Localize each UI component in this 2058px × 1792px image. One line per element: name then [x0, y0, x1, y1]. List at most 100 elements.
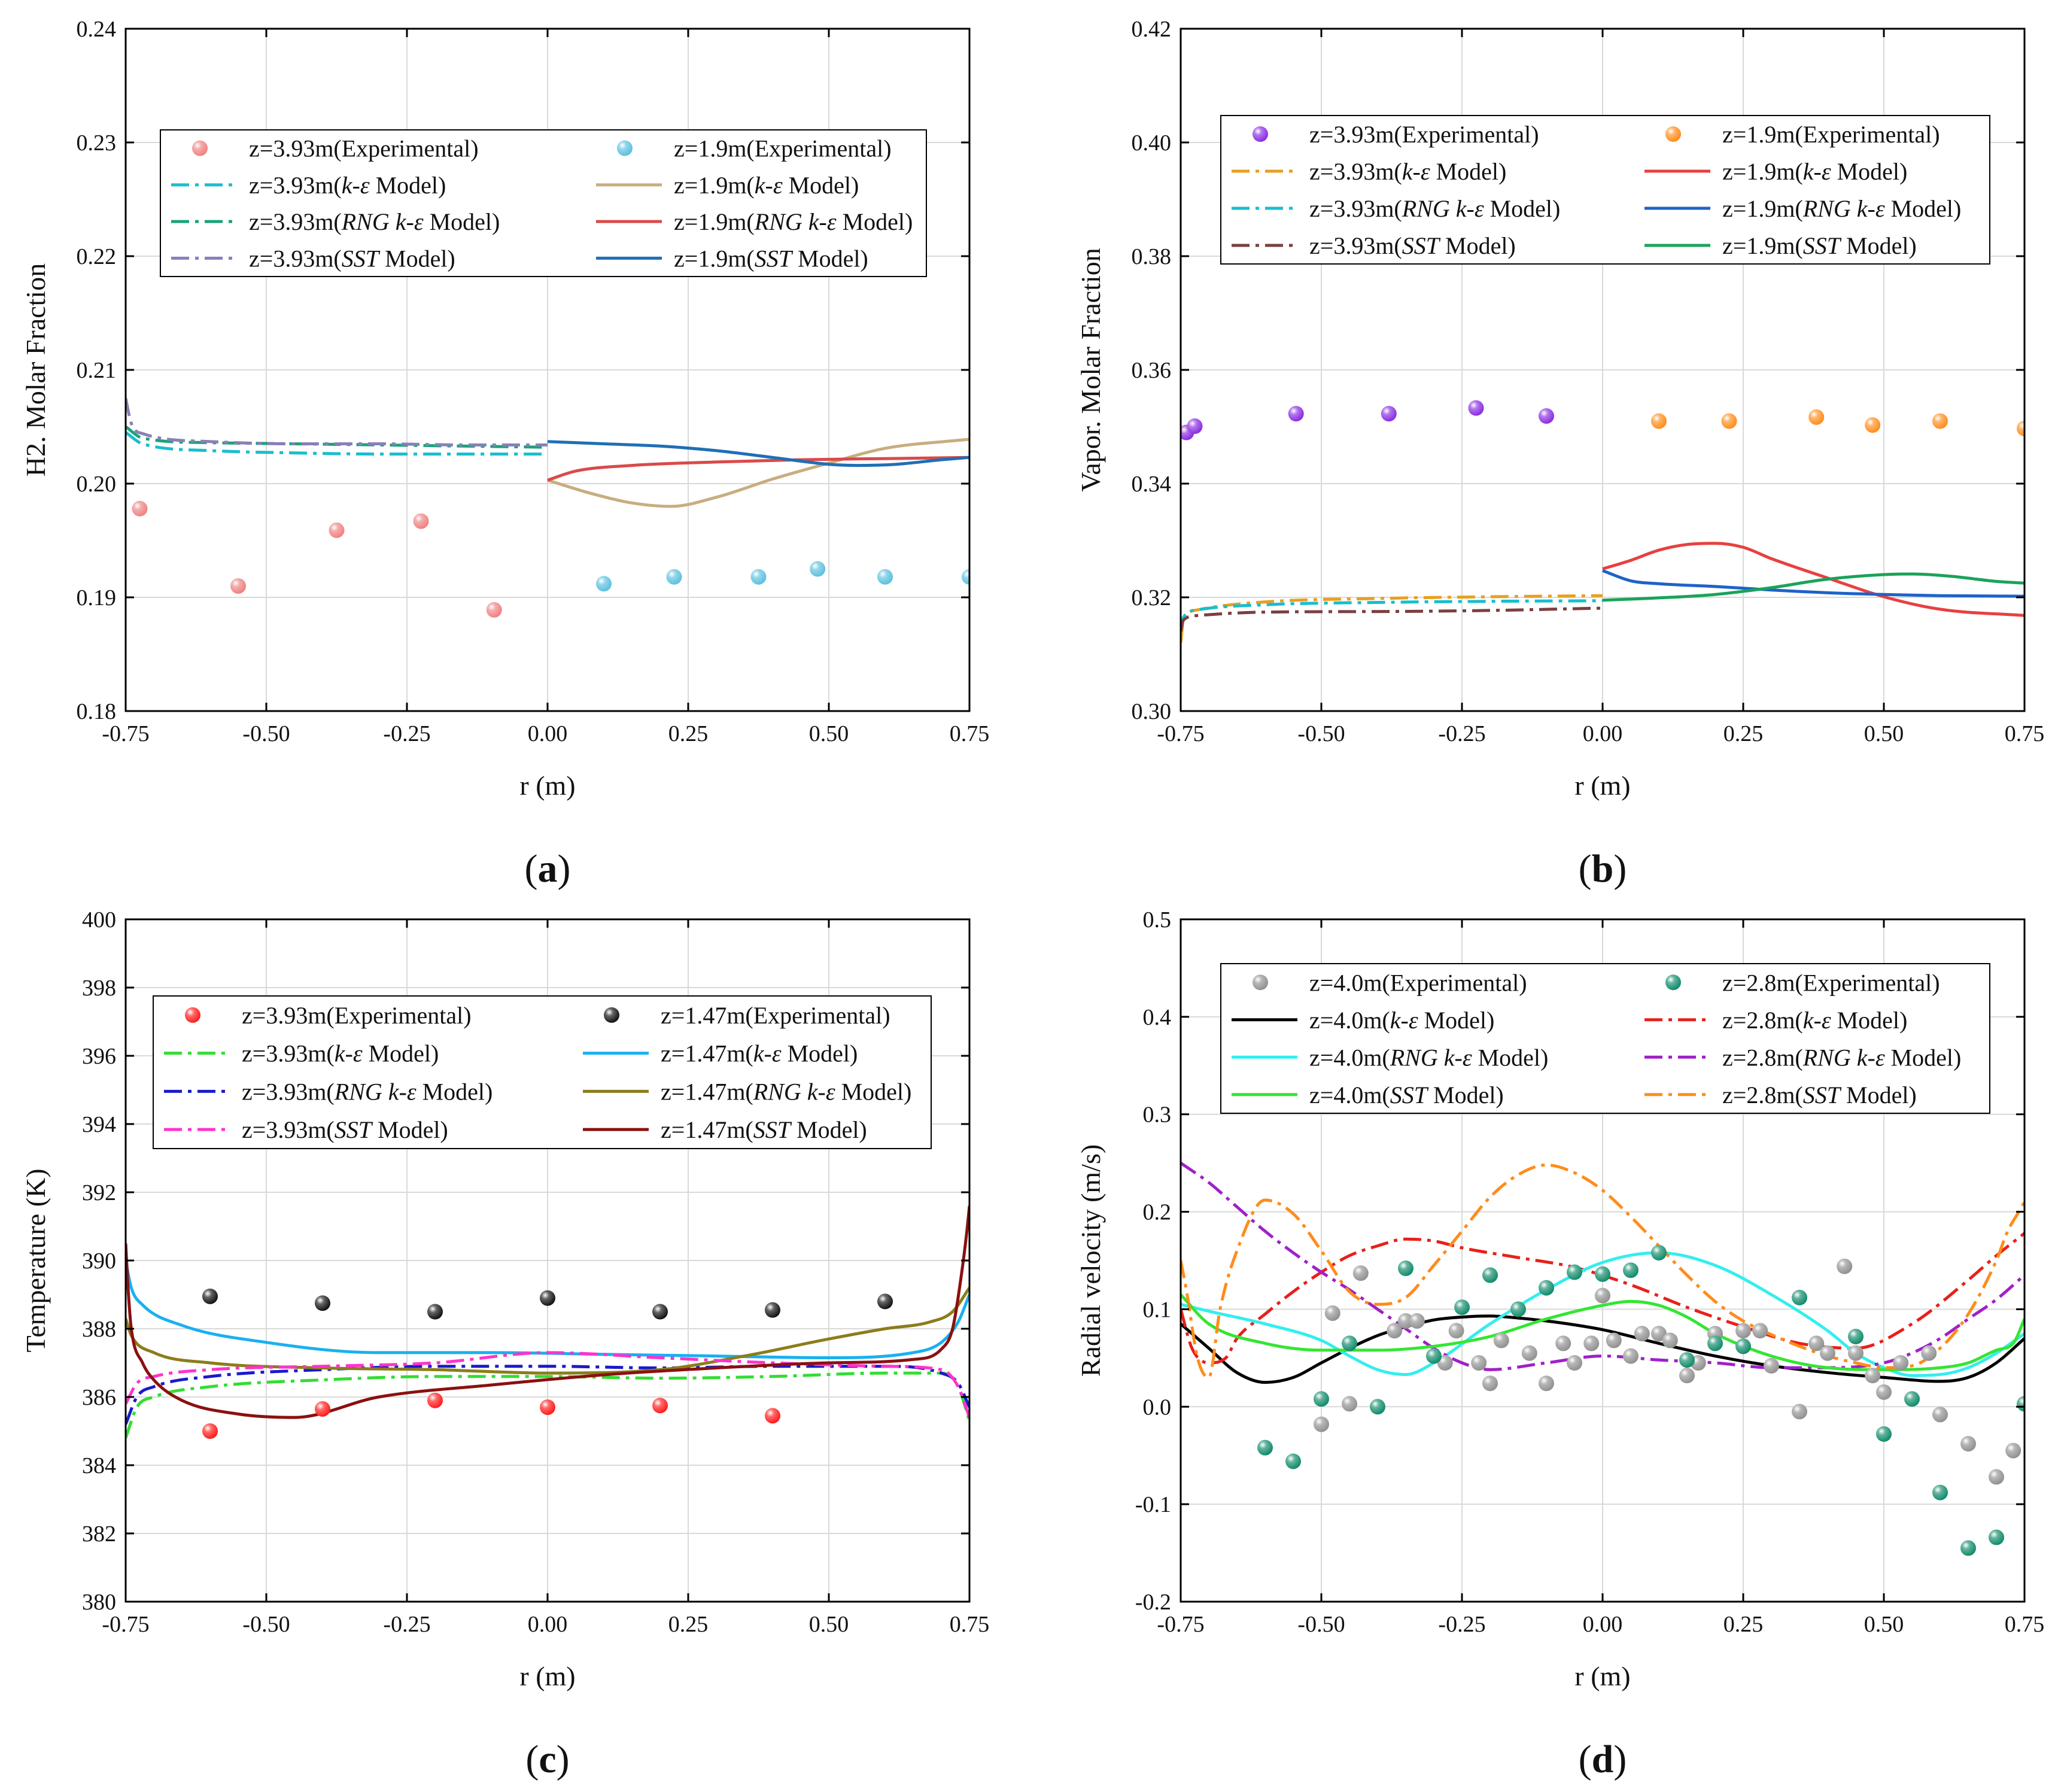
data-point-0-18 [1606, 1332, 1622, 1348]
x-tick-label: 0.75 [950, 1612, 990, 1637]
series-line-6 [126, 1351, 969, 1419]
data-point-1-13 [1623, 1262, 1639, 1278]
x-tick-label: 0.00 [528, 1612, 568, 1637]
y-tick-label: 0.0 [1143, 1395, 1172, 1420]
panel-label: (d) [1579, 1738, 1627, 1781]
data-point-0-4 [1387, 1323, 1403, 1339]
y-tick-label: 0.20 [77, 472, 117, 497]
legend-entry-5: z=1.9m(RNG k-ε Model) [1722, 195, 1961, 222]
y-tick-label: 394 [82, 1112, 116, 1137]
y-tick-label: 0.24 [77, 17, 117, 42]
legend-entry-3: z=2.8m(k-ε Model) [1722, 1007, 1907, 1034]
x-tick-label: 0.00 [1583, 721, 1623, 746]
data-point-1-22 [1932, 1484, 1948, 1501]
plot-area [126, 397, 969, 618]
legend-entry-4: z=4.0m(RNG k-ε Model) [1309, 1044, 1548, 1071]
data-point-0-4 [652, 1398, 668, 1414]
legend-box [1220, 115, 1990, 265]
legend-entry-1: z=2.8m(Experimental) [1722, 969, 1940, 996]
x-tick-label: 0.25 [1723, 721, 1764, 746]
legend-entry-4: z=3.93m(RNG k-ε Model) [242, 1078, 493, 1105]
data-point-1-0 [596, 576, 612, 592]
data-point-1-11 [1567, 1264, 1582, 1280]
legend-entry-2: z=3.93m(k-ε Model) [1309, 158, 1506, 185]
data-point-0-15 [1567, 1355, 1582, 1371]
y-tick-label: 380 [82, 1590, 116, 1615]
legend-marker [1665, 126, 1681, 142]
legend-entry-3: z=1.9m(k-ε Model) [1722, 158, 1907, 185]
y-tick-label: 398 [82, 976, 116, 1001]
series-line-4 [1181, 599, 1603, 632]
legend-entry-6: z=3.93m(SST Model) [249, 245, 455, 272]
legend-entry-6: z=3.93m(SST Model) [242, 1116, 448, 1143]
data-point-1-14 [1651, 1244, 1667, 1261]
x-tick-label: -0.75 [1157, 1612, 1204, 1637]
data-point-1-5 [1398, 1261, 1413, 1277]
legend-entry-0: z=3.93m(Experimental) [242, 1002, 472, 1029]
data-point-0-11 [1493, 1332, 1509, 1348]
legend-marker [1253, 126, 1268, 142]
data-point-0-2 [1288, 406, 1304, 422]
x-axis-label: r (m) [519, 1661, 575, 1691]
data-point-0-8 [1448, 1323, 1464, 1339]
data-point-0-5 [1398, 1313, 1413, 1329]
series-line-5 [1602, 569, 2024, 598]
legend: z=3.93m(Experimental) z=1.9m(Experimental… [160, 129, 927, 277]
y-tick-label: 384 [82, 1453, 116, 1478]
x-tick-label: -0.25 [1438, 721, 1485, 746]
data-point-1-25 [2017, 1396, 2024, 1412]
data-point-0-4 [486, 602, 502, 618]
data-point-0-40 [1989, 1469, 2004, 1485]
series-line-5 [547, 455, 969, 482]
legend-box [1220, 963, 1990, 1114]
data-point-1-19 [1848, 1329, 1864, 1345]
data-point-0-21 [1651, 1326, 1667, 1342]
series-line-2 [126, 1371, 969, 1439]
plot-area [1181, 1162, 2024, 1556]
data-point-0-39 [1960, 1436, 1976, 1452]
series-line-4 [1181, 1251, 2024, 1377]
legend-entry-1: z=1.47m(Experimental) [661, 1002, 890, 1029]
legend-entry-6: z=4.0m(SST Model) [1309, 1082, 1504, 1108]
legend-entry-7: z=1.47m(SST Model) [661, 1116, 867, 1143]
data-point-0-4 [1468, 400, 1484, 416]
series-line-7 [1181, 1163, 2024, 1379]
legend-entry-5: z=1.9m(RNG k-ε Model) [674, 208, 913, 235]
data-point-0-2 [329, 522, 345, 538]
legend-entry-1: z=1.9m(Experimental) [1722, 121, 1940, 148]
data-point-0-0 [1314, 1416, 1329, 1432]
data-point-1-12 [1595, 1266, 1610, 1282]
x-tick-label: 0.75 [2005, 721, 2045, 746]
legend-marker [1253, 974, 1268, 991]
x-tick-label: -0.75 [102, 1612, 149, 1637]
data-point-0-2 [427, 1392, 443, 1408]
y-tick-label: 0.38 [1132, 244, 1172, 269]
data-point-0-38 [1932, 1407, 1948, 1423]
data-point-0-41 [2005, 1442, 2021, 1459]
series-line-7 [126, 1205, 969, 1419]
series-line-6 [1181, 1293, 2024, 1371]
y-tick-label: 0.32 [1132, 585, 1172, 611]
y-axis-label: Vapor. Molar Fraction [1075, 248, 1106, 492]
x-tick-label: 0.25 [668, 721, 709, 746]
data-point-0-16 [1583, 1335, 1600, 1351]
data-point-0-26 [1735, 1323, 1751, 1339]
data-point-1-0 [1257, 1439, 1273, 1456]
data-point-1-2 [1314, 1391, 1329, 1407]
legend: z=4.0m(Experimental) z=2.8m(Experimental)… [1220, 963, 1990, 1114]
chart-4: -0.75 -0.50 -0.25 0.00 0.25 0.50 0.75 -0.2 -0.1 0… [1075, 907, 2044, 1781]
data-point-1-20 [1876, 1426, 1892, 1442]
data-point-0-2 [1342, 1396, 1357, 1412]
x-tick-label: -0.50 [1297, 721, 1345, 746]
x-tick-label: 0.00 [528, 721, 568, 746]
x-tick-label: 0.50 [1864, 1612, 1904, 1637]
data-point-1-1 [315, 1295, 330, 1311]
data-point-1-3 [540, 1290, 555, 1306]
data-point-1-3 [1342, 1335, 1357, 1351]
data-point-1-2 [1808, 409, 1825, 425]
data-point-1-17 [1735, 1338, 1751, 1354]
data-point-0-3 [1381, 406, 1397, 422]
legend-entry-1: z=1.9m(Experimental) [674, 135, 892, 162]
series-line-5 [1181, 1162, 2024, 1371]
y-axis-label: Temperature (K) [20, 1168, 51, 1352]
